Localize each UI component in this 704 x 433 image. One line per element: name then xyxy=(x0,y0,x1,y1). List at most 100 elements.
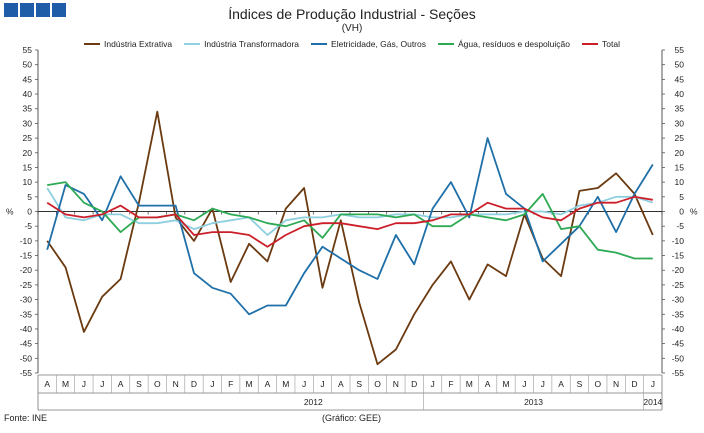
x-tick-label: A xyxy=(338,379,344,389)
y-tick-label-right: 5 xyxy=(679,192,684,202)
legend-item: Água, resíduos e despoluição xyxy=(438,39,570,49)
x-tick-label: A xyxy=(44,379,50,389)
y-tick-label-left: 0 xyxy=(27,207,32,217)
y-tick-label-left: 55 xyxy=(23,45,33,55)
legend-label: Indústria Transformadora xyxy=(204,39,300,49)
y-tick-label-left: -35 xyxy=(20,309,33,319)
x-tick-label: D xyxy=(631,379,637,389)
y-tick-label-right: -55 xyxy=(672,368,685,378)
y-tick-label-left: -50 xyxy=(20,353,33,363)
y-tick-label-right: 35 xyxy=(675,104,685,114)
gee-logo xyxy=(4,3,66,17)
y-tick-label-right: 0 xyxy=(679,207,684,217)
y-tick-label-left: -55 xyxy=(20,368,33,378)
x-tick-label: M xyxy=(502,379,509,389)
logo-block xyxy=(52,3,66,17)
y-unit-label-left: % xyxy=(6,207,14,217)
x-tick-label: O xyxy=(594,379,601,389)
y-tick-label-right: -5 xyxy=(676,221,684,231)
year-label: 2014 xyxy=(643,397,662,407)
legend-swatch xyxy=(184,43,201,45)
y-unit-label-right: % xyxy=(690,207,698,217)
x-tick-label: M xyxy=(466,379,473,389)
y-tick-label-left: 10 xyxy=(23,177,33,187)
y-tick-label-right: 55 xyxy=(675,45,685,55)
logo-block xyxy=(20,3,34,17)
y-tick-label-right: -10 xyxy=(672,236,685,246)
legend-item: Indústria Transformadora xyxy=(184,39,299,49)
y-tick-label-right: -40 xyxy=(672,324,685,334)
legend-item: Total xyxy=(582,39,620,49)
x-tick-label: J xyxy=(210,379,214,389)
y-tick-label-left: 30 xyxy=(23,118,33,128)
x-tick-label: A xyxy=(265,379,271,389)
legend-swatch xyxy=(582,43,598,45)
x-tick-label: A xyxy=(558,379,564,389)
x-tick-label: J xyxy=(100,379,104,389)
x-tick-label: N xyxy=(613,379,619,389)
legend-label: Indústria Extrativa xyxy=(104,39,173,49)
chart-title: Índices de Produção Industrial - Seções xyxy=(228,6,476,22)
y-tick-label-right: -20 xyxy=(672,265,685,275)
y-tick-label-right: -30 xyxy=(672,295,685,305)
y-tick-label-left: -20 xyxy=(20,265,33,275)
x-tick-label: S xyxy=(356,379,362,389)
x-tick-label: F xyxy=(228,379,233,389)
x-tick-label: D xyxy=(411,379,417,389)
y-tick-label-right: -25 xyxy=(672,280,685,290)
chart-subtitle: (VH) xyxy=(341,23,363,34)
y-tick-label-right: 10 xyxy=(675,177,685,187)
x-tick-label: M xyxy=(62,379,69,389)
source-note: Fonte: INE xyxy=(4,413,48,423)
y-tick-label-left: 40 xyxy=(23,89,33,99)
year-label: 2012 xyxy=(304,397,323,407)
x-tick-label: J xyxy=(82,379,86,389)
x-tick-label: J xyxy=(430,379,434,389)
y-tick-label-left: 35 xyxy=(23,104,33,114)
chart-credit: (Gráfico: GEE) xyxy=(322,413,382,423)
y-tick-label-left: 45 xyxy=(23,74,33,84)
legend-swatch xyxy=(84,43,101,45)
y-tick-label-left: 15 xyxy=(23,162,33,172)
y-tick-label-right: 40 xyxy=(675,89,685,99)
x-tick-label: D xyxy=(191,379,197,389)
series-line-3 xyxy=(46,137,654,316)
series-line-1 xyxy=(46,110,654,366)
y-tick-label-left: -10 xyxy=(20,236,33,246)
x-tick-label: O xyxy=(154,379,161,389)
x-tick-label: S xyxy=(136,379,142,389)
x-tick-label: N xyxy=(393,379,399,389)
y-tick-label-right: 45 xyxy=(675,74,685,84)
y-tick-label-right: 50 xyxy=(675,60,685,70)
y-tick-label-right: -35 xyxy=(672,309,685,319)
x-tick-label: J xyxy=(302,379,306,389)
legend-label: Água, resíduos e despoluição xyxy=(458,39,570,49)
legend-swatch xyxy=(438,43,454,45)
x-tick-label: J xyxy=(522,379,526,389)
series-line-5 xyxy=(46,195,653,248)
x-tick-label: O xyxy=(374,379,381,389)
y-tick-label-left: -25 xyxy=(20,280,33,290)
y-tick-label-right: -50 xyxy=(672,353,685,363)
y-tick-label-left: -15 xyxy=(20,251,33,261)
y-tick-label-right: 15 xyxy=(675,162,685,172)
y-tick-label-left: -45 xyxy=(20,339,33,349)
y-tick-label-right: 20 xyxy=(675,148,685,158)
logo-block xyxy=(4,3,18,17)
y-tick-label-left: 25 xyxy=(23,133,33,143)
legend-label: Total xyxy=(602,39,620,49)
y-tick-label-left: 20 xyxy=(23,148,33,158)
x-tick-label: S xyxy=(577,379,583,389)
y-tick-label-left: 5 xyxy=(27,192,32,202)
x-tick-label: J xyxy=(651,379,655,389)
x-tick-label: M xyxy=(246,379,253,389)
y-tick-label-right: 30 xyxy=(675,118,685,128)
year-label: 2013 xyxy=(524,397,543,407)
legend-label: Eletricidade, Gás, Outros xyxy=(331,39,426,49)
x-tick-label: A xyxy=(485,379,491,389)
x-tick-label: A xyxy=(118,379,124,389)
y-tick-label-left: -5 xyxy=(24,221,32,231)
x-tick-label: J xyxy=(541,379,545,389)
legend-swatch xyxy=(311,43,328,45)
